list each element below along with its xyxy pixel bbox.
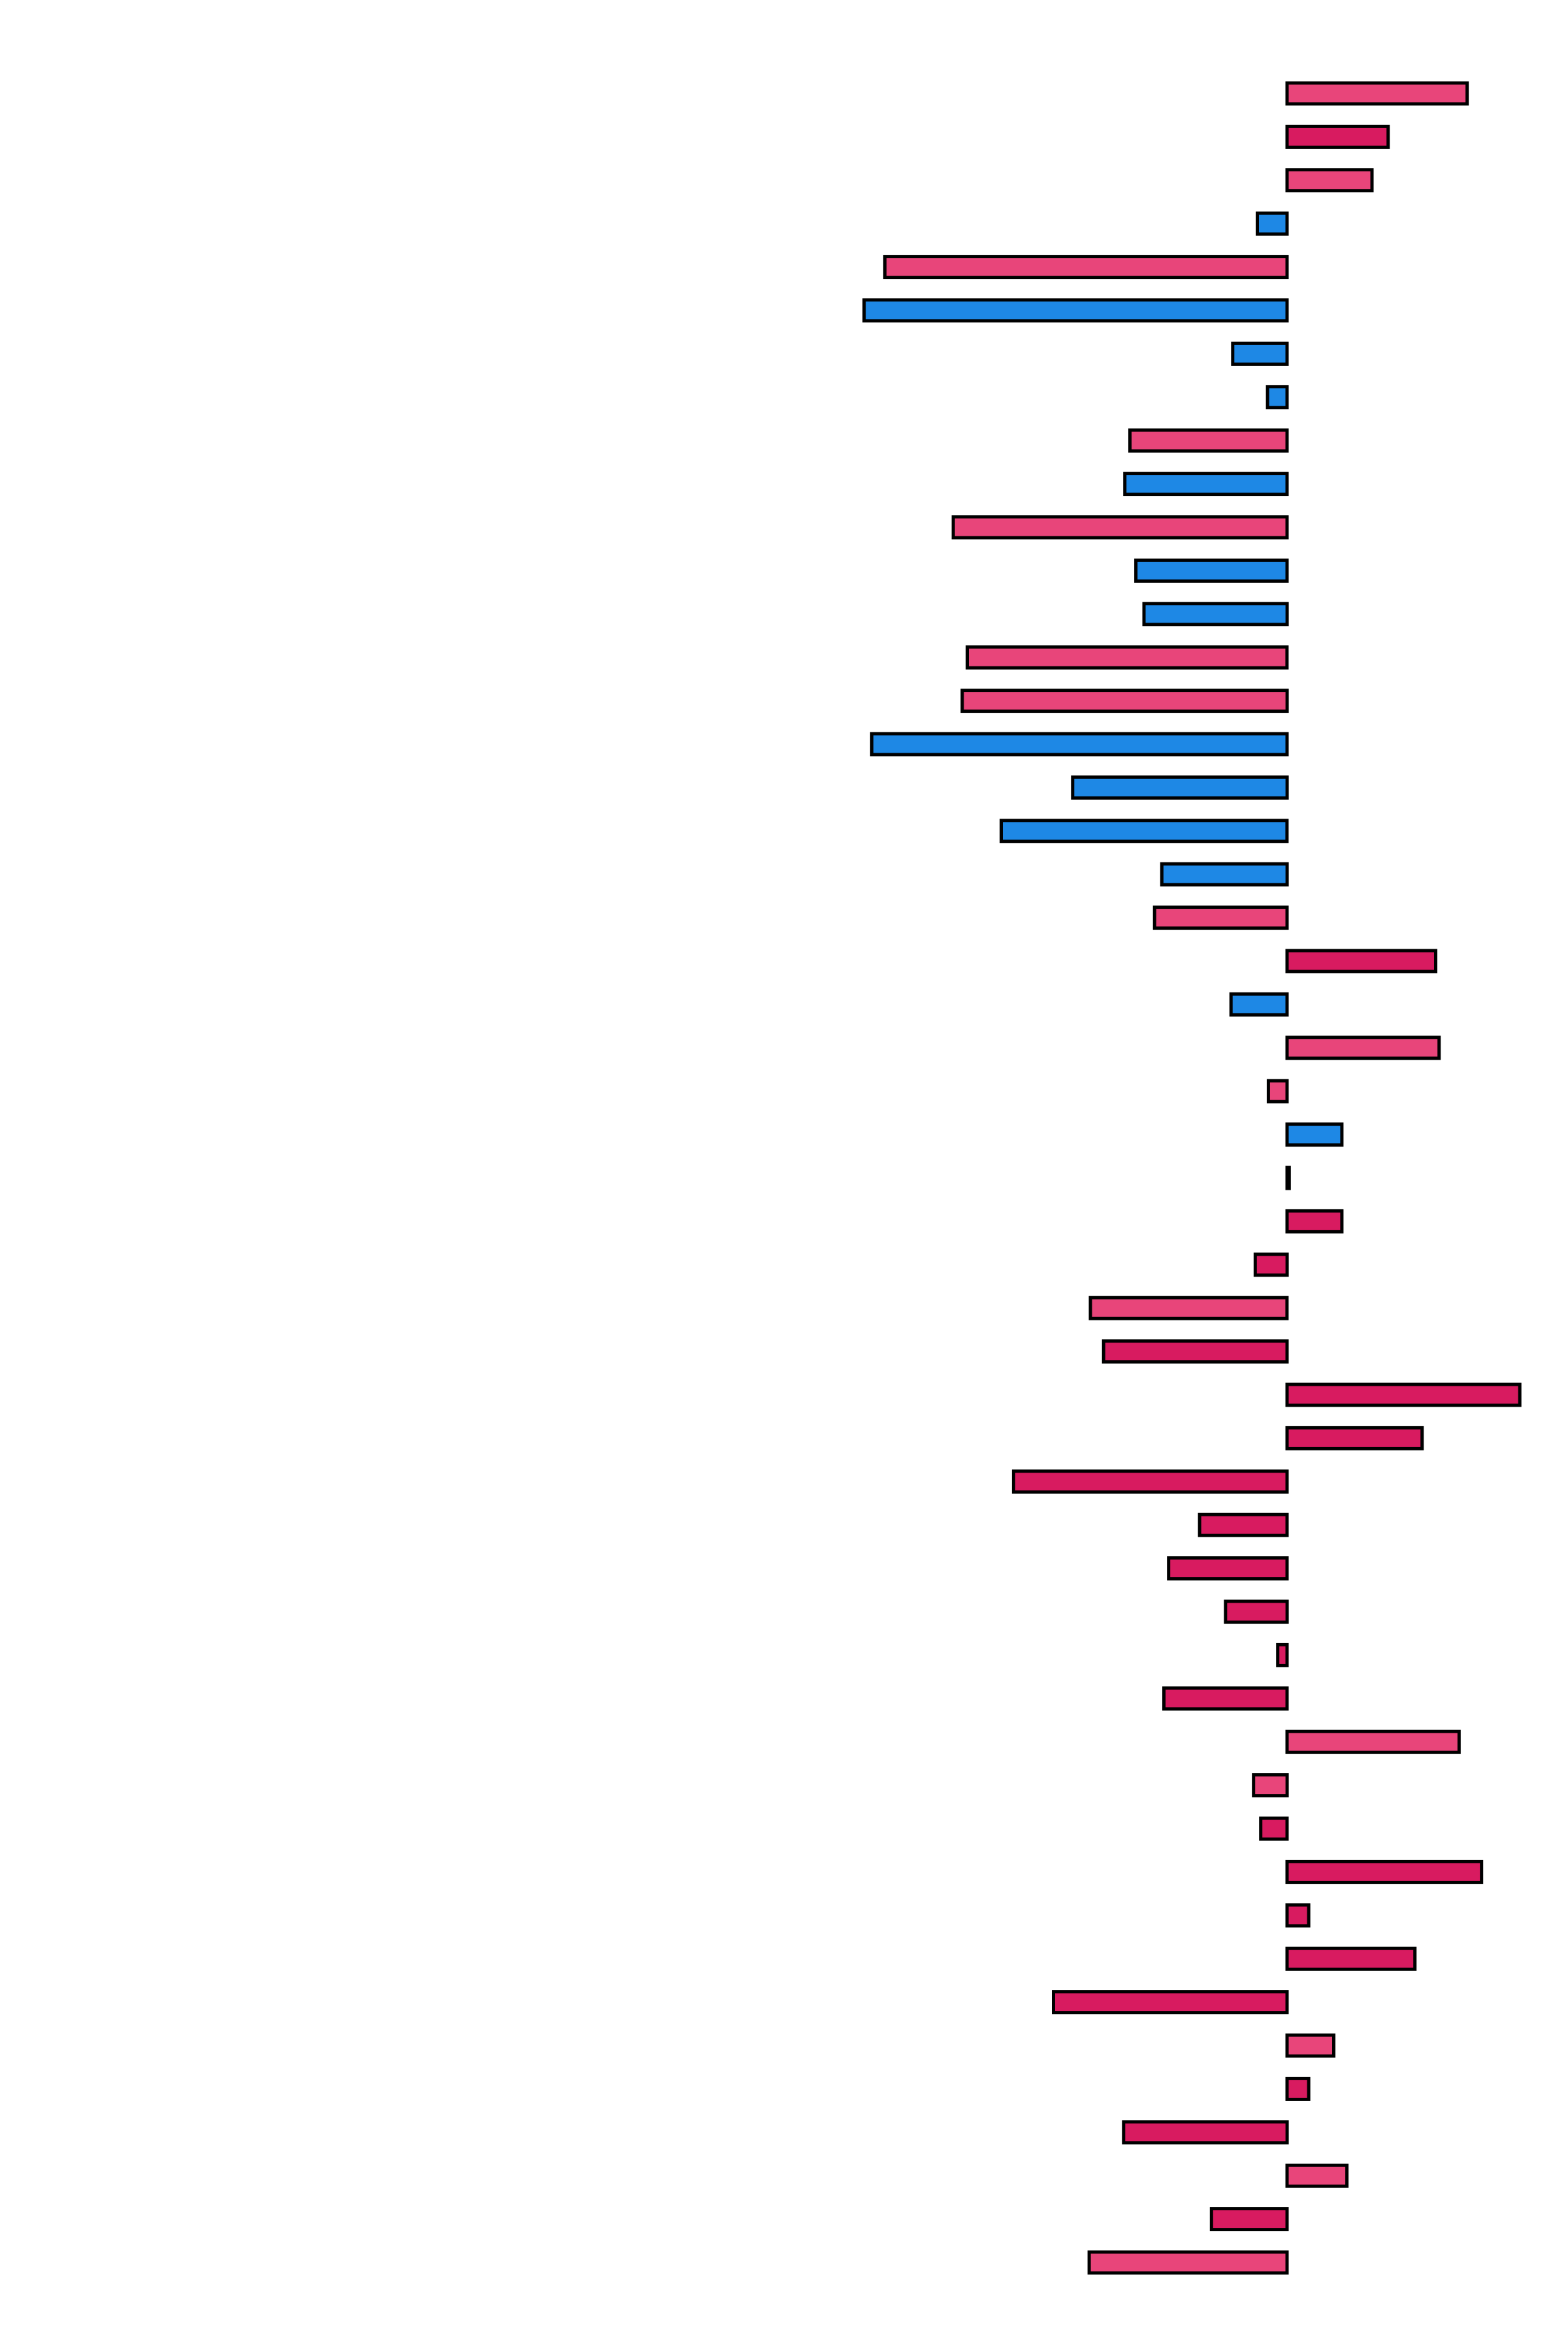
- bar-17: [1071, 775, 1289, 800]
- bar-10: [1123, 472, 1289, 497]
- bar-9: [1128, 428, 1289, 453]
- bar-35: [1167, 1556, 1289, 1581]
- bar-23: [1285, 1036, 1441, 1060]
- bar-19: [1160, 862, 1289, 887]
- bar-39: [1285, 1729, 1461, 1754]
- bar-46: [1285, 2033, 1335, 2058]
- bar-31: [1285, 1382, 1522, 1407]
- bar-7: [1231, 341, 1289, 366]
- bar-29: [1088, 1296, 1289, 1320]
- bar-37: [1276, 1642, 1289, 1667]
- bar-27: [1285, 1209, 1344, 1233]
- bars-group: [862, 81, 1522, 2275]
- bar-16: [870, 732, 1289, 757]
- bar-45: [1052, 1990, 1289, 2015]
- bar-47: [1285, 2076, 1311, 2101]
- bar-8: [1266, 385, 1289, 410]
- bar-2: [1285, 124, 1390, 149]
- bar-42: [1285, 1859, 1484, 1884]
- bar-49: [1285, 2163, 1349, 2188]
- bar-36: [1224, 1599, 1289, 1624]
- bar-48: [1122, 2120, 1289, 2145]
- bar-14: [966, 645, 1289, 670]
- bar-6: [862, 298, 1289, 323]
- bar-24: [1266, 1079, 1289, 1103]
- bar-38: [1162, 1686, 1289, 1711]
- bar-30: [1102, 1339, 1289, 1364]
- bar-5: [883, 255, 1289, 280]
- bar-33: [1011, 1469, 1289, 1494]
- bar-41: [1259, 1816, 1289, 1841]
- bar-3: [1285, 168, 1374, 193]
- bar-25: [1285, 1122, 1344, 1147]
- bar-18: [1000, 819, 1289, 843]
- bar-28: [1253, 1252, 1289, 1277]
- bar-4: [1256, 211, 1289, 236]
- bar-11: [951, 515, 1289, 540]
- bar-44: [1285, 1946, 1417, 1971]
- bar-51: [1087, 2250, 1289, 2275]
- bar-20: [1152, 906, 1289, 930]
- bar-50: [1209, 2207, 1289, 2232]
- bar-13: [1142, 602, 1289, 627]
- bar-40: [1252, 1773, 1289, 1798]
- bar-32: [1285, 1426, 1424, 1450]
- bar-1: [1285, 81, 1469, 106]
- bar-12: [1134, 558, 1289, 583]
- bar-26: [1285, 1166, 1291, 1190]
- bar-22: [1229, 992, 1289, 1017]
- bar-43: [1285, 1903, 1311, 1928]
- bar-21: [1285, 949, 1437, 973]
- bar-15: [960, 689, 1289, 713]
- bar-34: [1198, 1512, 1289, 1537]
